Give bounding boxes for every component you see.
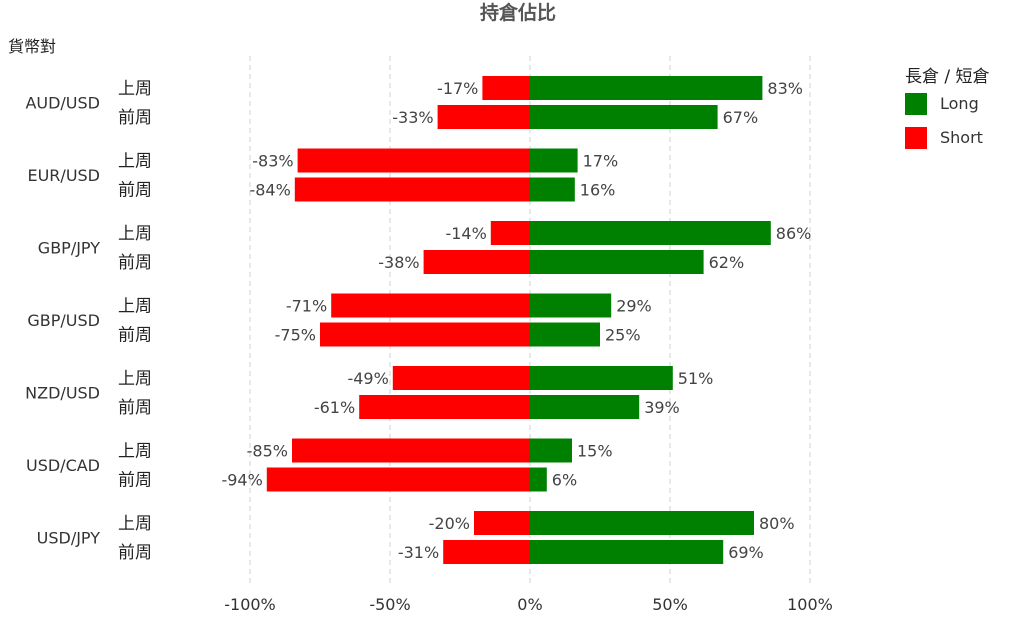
short-bar — [490, 221, 530, 245]
currency-pair-label: EUR/USD — [27, 166, 100, 185]
short-bar — [331, 293, 530, 318]
x-tick-label: -50% — [369, 595, 410, 614]
short-data-label: -85% — [247, 442, 288, 461]
period-label: 上周 — [118, 442, 152, 462]
long-data-label: 62% — [709, 253, 745, 272]
period-label: 前周 — [118, 543, 152, 563]
period-label: 上周 — [118, 224, 152, 244]
long-data-label: 16% — [580, 181, 616, 200]
short-data-label: -38% — [378, 253, 419, 272]
long-data-label: 51% — [678, 369, 714, 388]
currency-pair-label: AUD/USD — [25, 94, 100, 113]
short-bar — [292, 438, 530, 463]
long-bar — [530, 293, 612, 318]
legend-label-long: Long — [940, 94, 979, 113]
short-data-label: -17% — [437, 79, 478, 98]
short-bar — [297, 148, 530, 173]
legend-swatch-long — [905, 93, 927, 115]
currency-pair-label: USD/JPY — [37, 529, 101, 548]
long-data-label: 25% — [605, 326, 641, 345]
short-data-label: -33% — [392, 108, 433, 127]
long-bar — [530, 105, 718, 129]
period-label: 前周 — [118, 471, 152, 491]
long-data-label: 86% — [776, 224, 812, 243]
currency-pair-label: USD/CAD — [26, 456, 100, 475]
currency-pair-label: GBP/JPY — [38, 239, 100, 258]
long-bar — [530, 148, 578, 173]
short-bar — [294, 177, 530, 202]
long-bar — [530, 177, 575, 202]
long-bar — [530, 366, 673, 390]
long-bar — [530, 322, 600, 347]
legend: 長倉 / 短倉 Long Short — [905, 67, 990, 149]
legend-swatch-short — [905, 127, 927, 149]
short-bar — [423, 250, 530, 274]
x-tick-label: 50% — [652, 595, 688, 614]
period-label: 上周 — [118, 369, 152, 389]
long-data-label: 15% — [577, 442, 613, 461]
long-data-label: 29% — [616, 297, 652, 316]
long-data-label: 6% — [552, 471, 577, 490]
short-bar — [474, 511, 530, 535]
y-axis-label: 貨幣對 — [8, 37, 56, 56]
short-data-label: -94% — [221, 471, 262, 490]
period-label: 前周 — [118, 253, 152, 273]
x-tick-label: -100% — [224, 595, 276, 614]
short-data-label: -31% — [398, 543, 439, 562]
short-data-label: -61% — [314, 398, 355, 417]
short-bar — [359, 395, 530, 419]
long-data-label: 39% — [644, 398, 680, 417]
period-label: 上周 — [118, 152, 152, 172]
long-bar — [530, 511, 754, 535]
legend-title: 長倉 / 短倉 — [905, 67, 990, 87]
short-data-label: -20% — [429, 514, 470, 533]
period-label: 前周 — [118, 326, 152, 346]
long-data-label: 69% — [728, 543, 764, 562]
short-bar — [482, 76, 530, 100]
legend-label-short: Short — [940, 128, 983, 147]
short-data-label: -49% — [347, 369, 388, 388]
short-bar — [320, 322, 530, 347]
long-bar — [530, 438, 572, 463]
x-tick-label: 100% — [787, 595, 833, 614]
short-bar — [392, 366, 530, 390]
short-bar — [266, 467, 530, 492]
long-bar — [530, 76, 763, 100]
long-data-label: 67% — [723, 108, 759, 127]
long-data-label: 80% — [759, 514, 795, 533]
long-bar — [530, 395, 640, 419]
short-bar — [437, 105, 530, 129]
currency-pair-label: GBP/USD — [27, 311, 100, 330]
long-bar — [530, 250, 704, 274]
long-bar — [530, 467, 547, 492]
short-data-label: -14% — [445, 224, 486, 243]
short-data-label: -83% — [252, 152, 293, 171]
short-data-label: -75% — [275, 326, 316, 345]
long-data-label: 83% — [767, 79, 803, 98]
long-bar — [530, 221, 771, 245]
currency-pair-label: NZD/USD — [25, 384, 100, 403]
period-label: 前周 — [118, 398, 152, 418]
short-data-label: -71% — [286, 297, 327, 316]
period-label: 上周 — [118, 297, 152, 317]
period-label: 上周 — [118, 79, 152, 99]
period-label: 前周 — [118, 108, 152, 128]
short-data-label: -84% — [249, 181, 290, 200]
long-data-label: 17% — [583, 152, 619, 171]
period-label: 上周 — [118, 514, 152, 534]
long-bar — [530, 540, 724, 564]
chart-title: 持倉佔比 — [480, 1, 556, 24]
short-bar — [443, 540, 530, 564]
period-label: 前周 — [118, 181, 152, 201]
x-tick-label: 0% — [517, 595, 542, 614]
